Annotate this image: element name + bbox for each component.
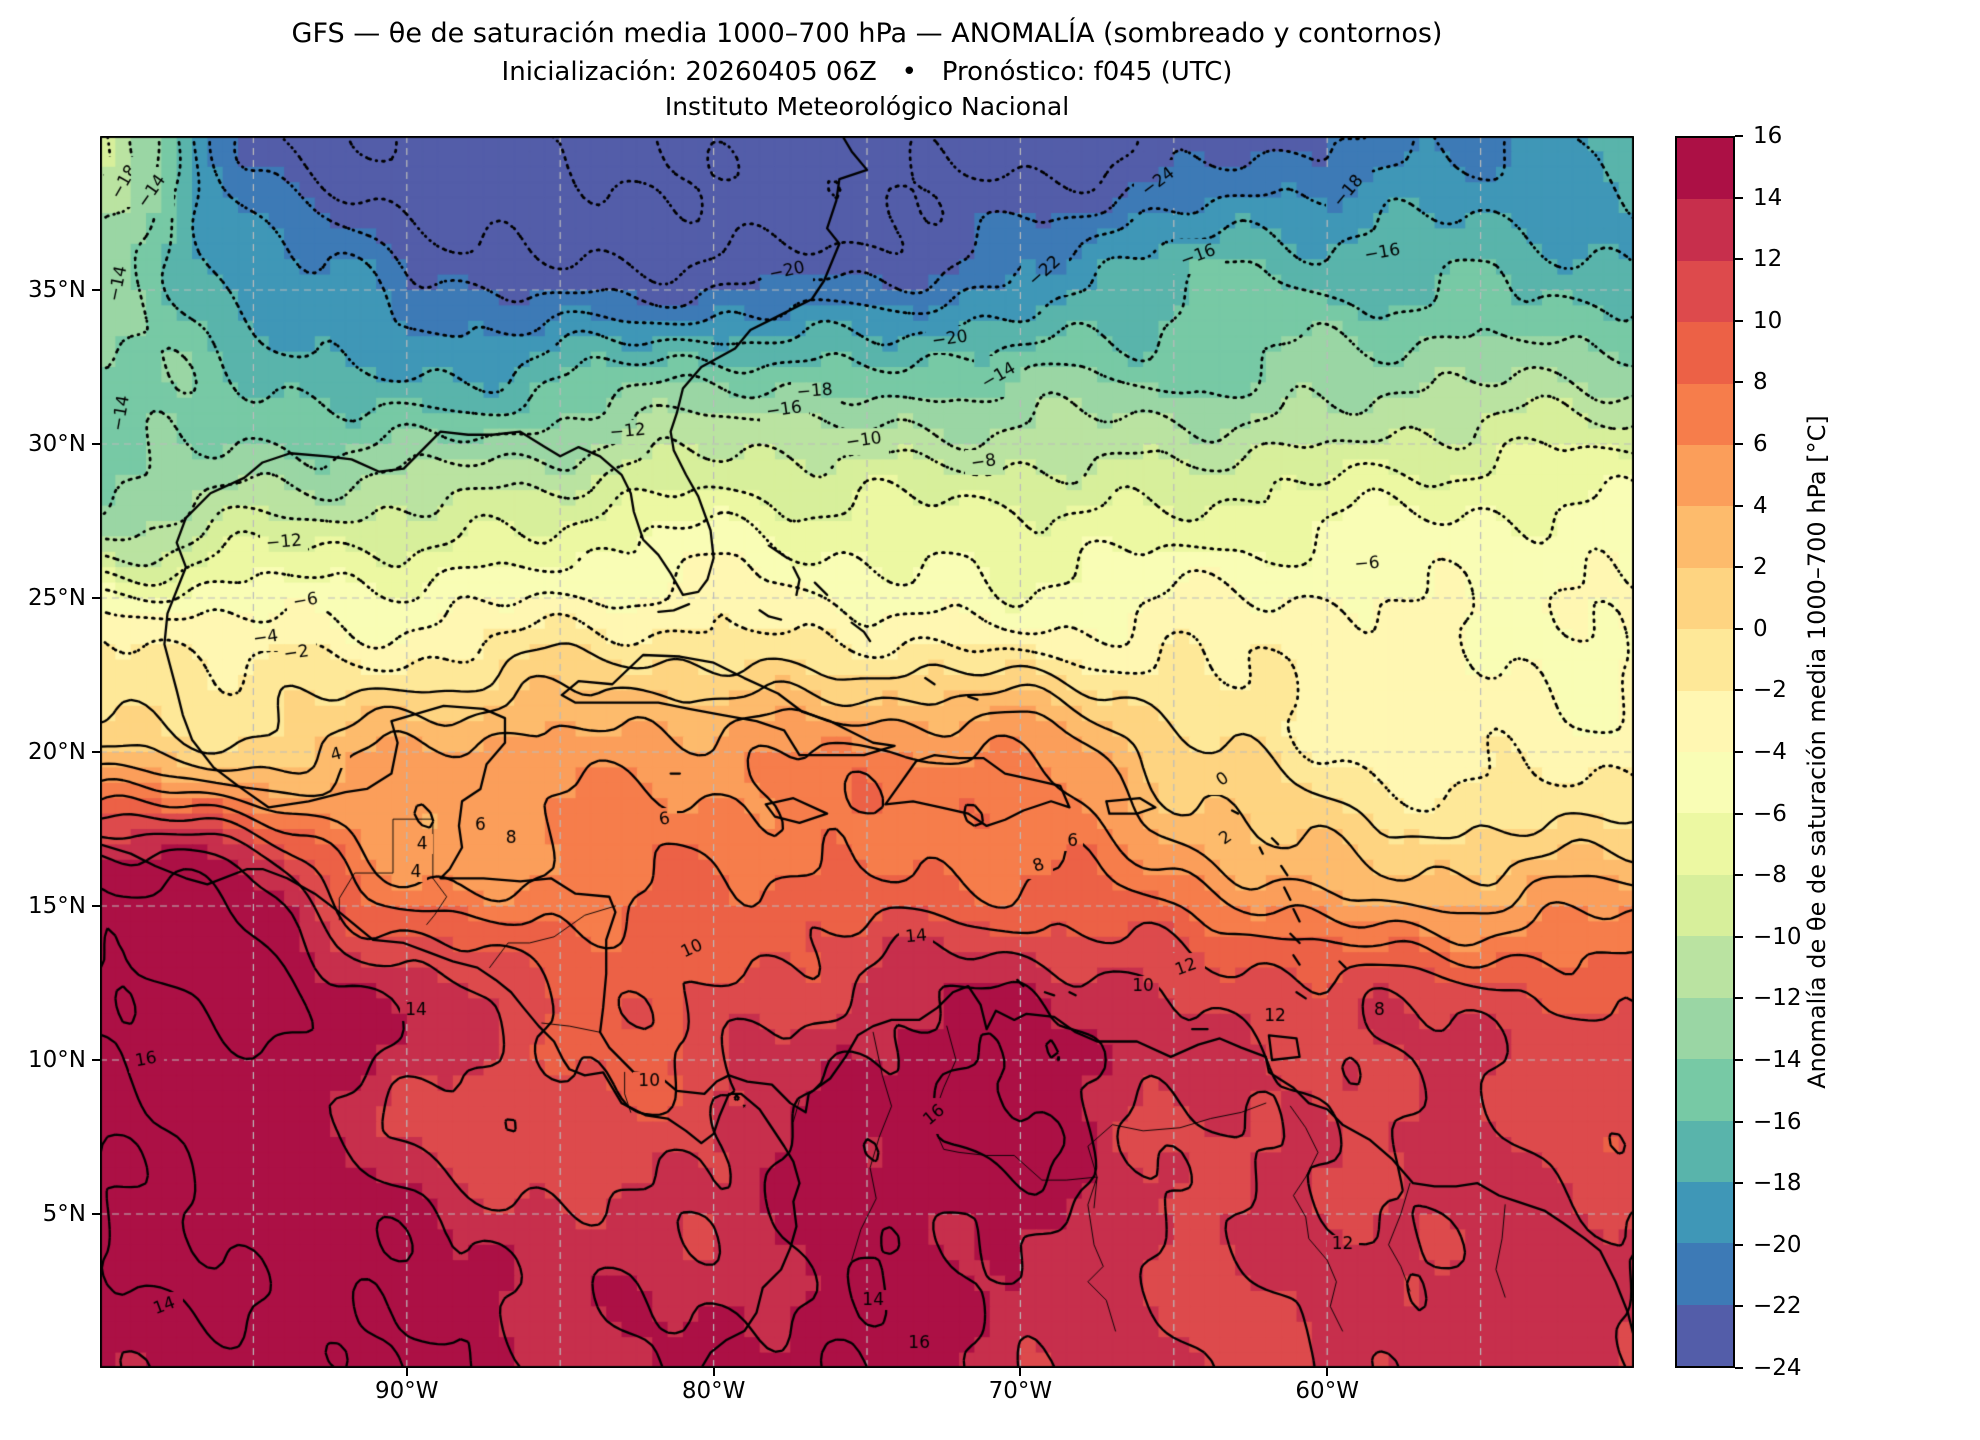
colorbar-tickmark [1735,997,1743,1000]
lat-tickmark [92,1059,100,1061]
colorbar-tickmark [1735,935,1743,938]
colorbar-tickmark [1735,689,1743,692]
lat-tickmark [92,443,100,445]
colorbar-tickmark [1735,135,1743,137]
colorbar-tick-label: 12 [1753,246,1783,273]
colorbar-tick-label: −24 [1753,1355,1802,1381]
colorbar-tick-label: −12 [1753,985,1802,1012]
colorbar-cell [1677,260,1733,323]
lon-tickmark [405,1368,408,1376]
lon-tickmark [1326,1368,1329,1376]
chart-title: GFS — θe de saturación media 1000–700 hP… [291,18,1443,49]
lat-tick-label: 35°N [28,277,86,303]
colorbar-tick-label: −18 [1753,1170,1802,1197]
lat-tick-label: 10°N [28,1047,86,1073]
lat-tickmark [92,751,100,753]
lat-tick-label: 15°N [28,893,86,919]
chart-credit: Instituto Meteorológico Nacional [664,92,1070,121]
colorbar-cell [1677,322,1733,384]
colorbar-cell [1677,445,1733,507]
colorbar-tickmark [1735,1243,1743,1246]
colorbar-tick-label: 0 [1753,615,1768,642]
colorbar-tick-label: −4 [1753,739,1787,765]
colorbar-tickmark [1735,566,1743,569]
colorbar-tick-label: −22 [1753,1293,1802,1320]
colorbar-tick-label: −14 [1753,1047,1802,1073]
colorbar-tickmark [1735,1059,1743,1061]
colorbar-tickmark [1735,751,1743,753]
colorbar-tick-label: −10 [1753,923,1802,950]
colorbar-tick-label: −6 [1753,800,1787,827]
lat-tick-label: 20°N [28,739,86,765]
lon-tickmark [712,1368,715,1376]
lon-tick-label: 70°W [988,1378,1053,1404]
colorbar-tick-label: 10 [1753,307,1783,334]
colorbar-tickmark [1735,812,1743,815]
colorbar-tickmark [1735,504,1743,507]
colorbar-cell [1677,506,1733,568]
anomaly-map-plot [100,136,1634,1368]
colorbar-tick-label: −16 [1753,1108,1802,1135]
colorbar-tickmark [1735,1182,1743,1185]
lat-tickmark [92,1213,100,1215]
lon-tick-label: 80°W [681,1378,746,1404]
colorbar-cell [1677,752,1733,814]
colorbar-tickmark [1735,627,1743,630]
colorbar-tickmark [1735,196,1743,199]
colorbar-tick-label: 2 [1753,554,1768,581]
colorbar-tickmark [1735,258,1743,261]
colorbar [1675,136,1735,1368]
lon-tick-label: 90°W [375,1378,439,1404]
colorbar-tickmark [1735,1120,1743,1123]
colorbar-tick-label: 4 [1753,492,1768,519]
colorbar-cell [1677,383,1733,446]
colorbar-tick-label: −8 [1753,862,1787,889]
colorbar-cell [1677,1304,1733,1367]
colorbar-tickmark [1735,1305,1743,1308]
colorbar-tick-label: 8 [1753,369,1768,396]
colorbar-tickmark [1735,874,1743,877]
chart-subtitle: Inicialización: 20260405 06Z • Pronóstic… [501,57,1233,87]
colorbar-tick-label: −20 [1753,1231,1802,1258]
colorbar-cell [1677,629,1733,691]
lat-tickmark [92,597,100,599]
colorbar-tick-label: 6 [1753,431,1768,457]
colorbar-cell [1677,690,1733,753]
colorbar-cell [1677,1243,1733,1305]
colorbar-tickmark [1735,381,1743,384]
lat-tickmark [92,289,100,291]
colorbar-cell [1677,874,1733,937]
colorbar-tickmark [1735,319,1743,322]
lat-tickmark [92,905,100,907]
colorbar-cell [1677,199,1733,261]
colorbar-tickmark [1735,443,1743,445]
colorbar-cell [1677,1181,1733,1244]
colorbar-cell [1677,138,1733,200]
colorbar-axis-label: Anomalía de θe de saturación media 1000–… [1803,415,1831,1089]
colorbar-cell [1677,1059,1733,1121]
colorbar-cell [1677,1120,1733,1182]
colorbar-tick-label: 16 [1753,123,1783,149]
colorbar-cell [1677,567,1733,630]
lon-tick-label: 60°W [1295,1378,1359,1404]
colorbar-tick-label: −2 [1753,677,1787,704]
colorbar-cell [1677,997,1733,1060]
colorbar-tick-label: 14 [1753,184,1783,211]
lat-tick-label: 30°N [28,431,86,457]
colorbar-cell [1677,936,1733,998]
colorbar-tickmark [1735,1367,1743,1369]
lon-tickmark [1019,1368,1022,1376]
lat-tick-label: 25°N [28,585,86,611]
colorbar-cell [1677,813,1733,875]
lat-tick-label: 5°N [42,1201,86,1227]
